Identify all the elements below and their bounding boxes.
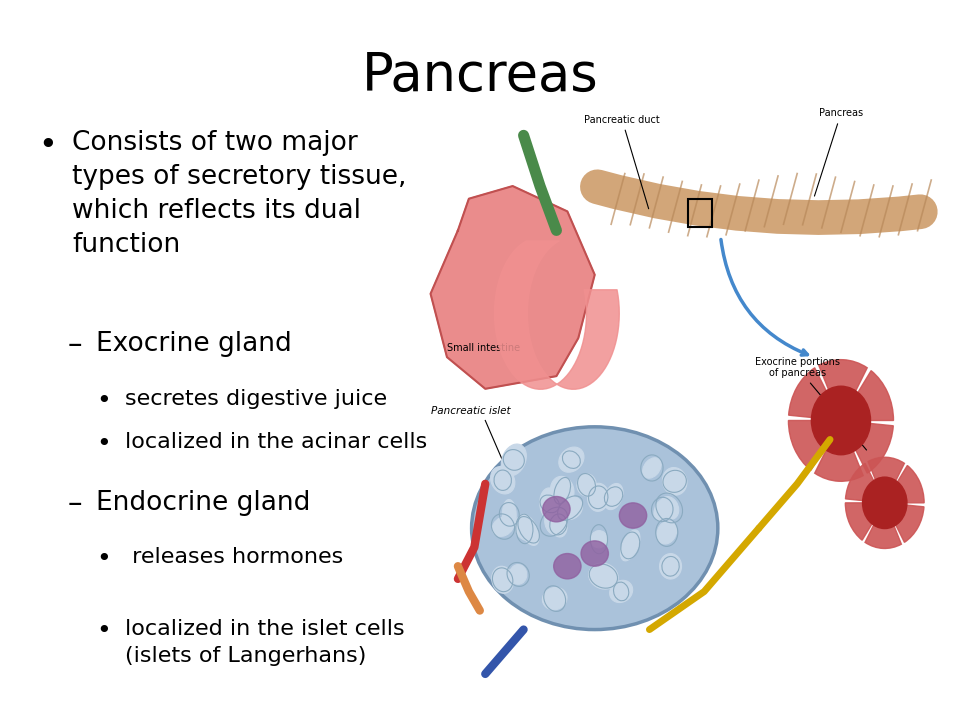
Wedge shape [846,464,874,500]
Text: Pancreatic duct: Pancreatic duct [585,114,660,209]
Ellipse shape [514,517,535,541]
Text: Consists of two major
types of secretory tissue,
which reflects its dual
functio: Consists of two major types of secretory… [72,130,406,258]
Text: •: • [96,547,110,571]
Bar [687,199,712,228]
Ellipse shape [577,474,596,496]
Wedge shape [819,360,867,391]
Text: Pancreas: Pancreas [362,50,598,102]
Ellipse shape [558,497,583,520]
Text: –: – [67,490,82,518]
Ellipse shape [549,512,567,537]
Ellipse shape [502,500,516,529]
Ellipse shape [581,541,609,566]
Ellipse shape [588,563,618,589]
Ellipse shape [471,427,718,629]
Text: Small intestine: Small intestine [447,343,520,353]
Ellipse shape [662,467,687,495]
Ellipse shape [619,503,647,528]
Wedge shape [868,457,904,481]
Wedge shape [846,503,872,540]
Ellipse shape [540,488,560,520]
Text: –: – [67,331,82,359]
Text: Exocrine portions
of pancreas: Exocrine portions of pancreas [755,356,867,450]
Wedge shape [815,450,863,481]
Ellipse shape [544,509,564,534]
Text: •: • [96,389,110,413]
Text: •: • [96,619,110,643]
Ellipse shape [518,514,540,546]
Ellipse shape [550,477,574,505]
Ellipse shape [491,467,515,494]
Ellipse shape [554,554,581,579]
Text: localized in the acinar cells: localized in the acinar cells [125,432,427,452]
Ellipse shape [610,580,633,603]
Ellipse shape [492,566,514,593]
Ellipse shape [588,483,609,511]
Ellipse shape [604,483,623,510]
Polygon shape [430,186,595,389]
Wedge shape [896,505,924,542]
Wedge shape [898,465,924,503]
Wedge shape [865,525,901,549]
Text: secretes digestive juice: secretes digestive juice [125,389,387,409]
Text: releases hormones: releases hormones [125,547,343,567]
Ellipse shape [660,497,679,519]
Wedge shape [788,420,824,470]
Text: •: • [38,130,58,161]
Ellipse shape [620,530,640,561]
Ellipse shape [542,497,570,522]
Ellipse shape [660,554,682,579]
Text: Pancreatic islet: Pancreatic islet [430,406,510,416]
Text: Pancreas: Pancreas [814,108,863,196]
Ellipse shape [559,447,584,472]
Ellipse shape [654,498,671,521]
Wedge shape [858,371,894,420]
Ellipse shape [657,521,677,544]
Text: Exocrine gland: Exocrine gland [96,331,292,357]
Ellipse shape [542,588,567,610]
Text: •: • [96,432,110,456]
Wedge shape [788,368,827,418]
Ellipse shape [492,517,514,536]
Ellipse shape [510,564,527,585]
Circle shape [811,386,871,455]
Text: Endocrine gland: Endocrine gland [96,490,310,516]
Ellipse shape [642,458,661,478]
Circle shape [863,477,907,528]
Ellipse shape [590,531,608,548]
Ellipse shape [501,444,526,476]
Text: localized in the islet cells
(islets of Langerhans): localized in the islet cells (islets of … [125,619,404,665]
FancyArrowPatch shape [597,186,921,217]
Wedge shape [855,423,894,473]
